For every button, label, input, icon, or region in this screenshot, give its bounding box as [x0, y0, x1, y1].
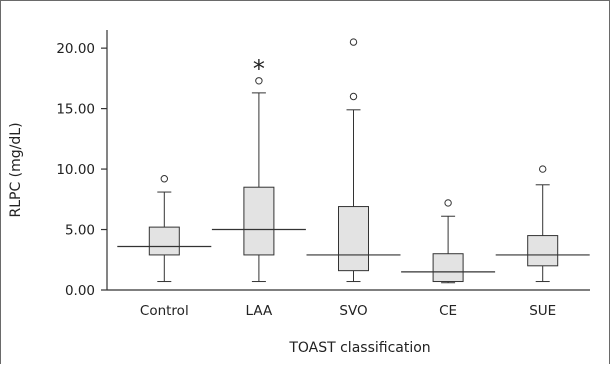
x-axis-title: TOAST classification	[288, 340, 430, 356]
y-axis-title: RLPC (mg/dL)	[8, 122, 24, 217]
y-axis: 0.00 5.00 10.00 15.00 20.00	[56, 30, 108, 299]
box-control	[117, 175, 212, 283]
x-tick-label: LAA	[246, 303, 273, 319]
y-tick-label: 20.00	[56, 41, 95, 57]
x-axis: Control LAA SVO CE SUE	[107, 289, 590, 319]
box-ce	[401, 199, 496, 284]
y-tick-label: 10.00	[56, 162, 95, 178]
outlier-point	[444, 199, 452, 207]
outlier-point	[349, 38, 358, 46]
outlier-point	[255, 77, 263, 85]
iqr-box	[527, 235, 559, 267]
box-svo	[306, 38, 401, 283]
outlier-point	[539, 165, 547, 173]
box-plot-series: *	[117, 38, 590, 284]
box-laa: *	[211, 55, 306, 283]
x-tick-label: SUE	[529, 303, 556, 319]
iqr-box	[432, 253, 464, 283]
iqr-box	[148, 226, 180, 256]
x-tick-label: SVO	[339, 303, 367, 319]
iqr-box	[243, 186, 275, 256]
y-tick-label: 5.00	[65, 223, 95, 239]
x-tick-label: Control	[140, 303, 189, 319]
iqr-box	[338, 206, 369, 272]
box-sue	[495, 165, 590, 283]
y-tick-label: 15.00	[56, 102, 95, 118]
y-tick-label: 0.00	[65, 283, 95, 299]
x-tick-label: CE	[439, 303, 457, 319]
outlier-point	[160, 175, 169, 183]
significance-marker: *	[253, 55, 265, 83]
outlier-point	[349, 92, 358, 101]
